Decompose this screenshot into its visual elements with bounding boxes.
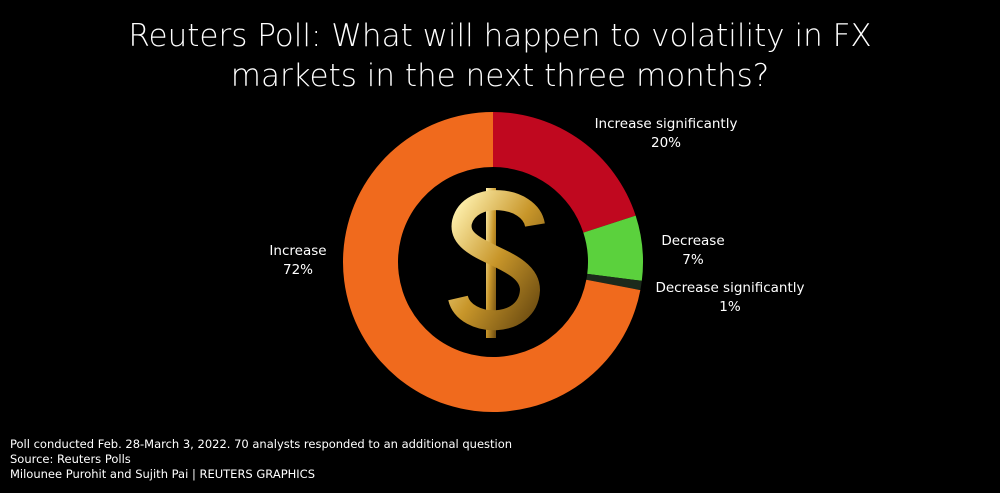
donut-segment <box>493 112 636 233</box>
segment-label: Decrease significantly <box>655 280 804 296</box>
chart-title: Reuters Poll: What will happen to volati… <box>128 18 872 94</box>
note: Milounee Purohit and Sujith Pai | REUTER… <box>10 467 315 481</box>
segment-value: 1% <box>719 299 741 315</box>
segment-value: 72% <box>283 262 313 278</box>
segment-label: Decrease <box>661 233 724 249</box>
segment-label: Increase significantly <box>595 116 738 132</box>
donut-segment <box>342 112 641 413</box>
note: Poll conducted Feb. 28-March 3, 2022. 70… <box>10 437 513 451</box>
notes: Poll conducted Feb. 28-March 3, 2022. 70… <box>10 437 512 482</box>
segment-label: Increase <box>269 243 326 259</box>
dollar-icon <box>448 188 545 338</box>
donut-segment <box>583 215 643 281</box>
segment-value: 20% <box>651 135 681 151</box>
donut-segment <box>586 273 642 291</box>
note: Source: Reuters Polls <box>10 452 131 466</box>
segment-value: 7% <box>682 252 704 268</box>
